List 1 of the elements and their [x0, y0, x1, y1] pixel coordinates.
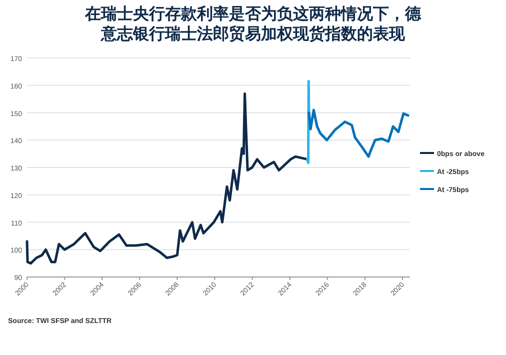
chart-title: 在瑞士央行存款利率是否为负这两种情况下，德意志银行瑞士法郎贸易加权现货指数的表现 — [84, 5, 422, 45]
